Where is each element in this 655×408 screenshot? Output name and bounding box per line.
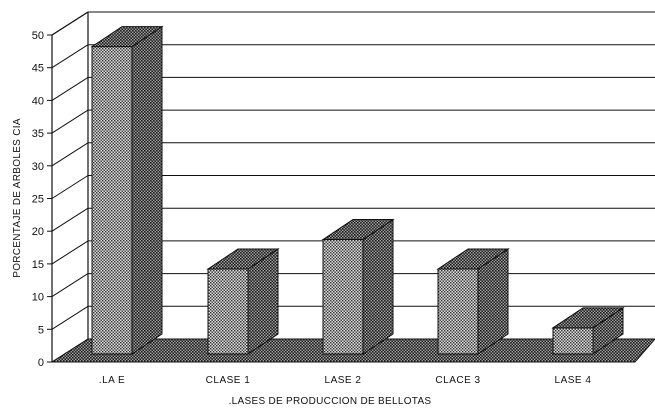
gridline-side [51, 240, 89, 265]
bar-side [131, 25, 163, 355]
gridline-side [51, 207, 89, 232]
bar-top [206, 248, 280, 270]
y-tick-label: 20 [32, 226, 44, 238]
y-tick-label: 45 [32, 63, 44, 75]
gridline-side [51, 142, 89, 167]
x-tick-label: CLACE 3 [435, 375, 480, 386]
y-tick-label: 15 [32, 259, 44, 271]
bar [436, 248, 510, 355]
y-axis-title: PORCENTAJE DE ARBOLES CIA [12, 118, 23, 278]
bar-top [90, 26, 164, 48]
x-tick-label: .LA E [99, 375, 125, 386]
bar-top [321, 219, 395, 241]
x-tick-label: CLASE 1 [206, 375, 251, 386]
y-tick-label: 30 [32, 161, 44, 173]
bar-front [552, 327, 594, 355]
gridline-side [51, 305, 89, 330]
gridline-side [51, 76, 89, 101]
gridline-side [51, 273, 89, 298]
bar-front [322, 239, 364, 355]
x-axis-title: .LASES DE PRODUCCION DE BELLOTAS [229, 396, 432, 407]
bars [90, 25, 625, 355]
y-tick-label: 25 [32, 194, 44, 206]
bar [206, 248, 280, 355]
bar-side [362, 218, 394, 355]
x-tick-label: LASE 2 [325, 375, 362, 386]
bar-front [91, 46, 133, 355]
bar-top [436, 248, 510, 270]
bar [90, 25, 164, 355]
y-tick-label: 50 [32, 30, 44, 42]
bar-top [551, 307, 625, 329]
y-tick-label: 10 [32, 292, 44, 304]
bar [321, 218, 395, 355]
gridline-side [51, 175, 89, 199]
gridline-side [51, 109, 89, 134]
y-tick-label: 35 [32, 128, 44, 140]
gridline-side [51, 44, 89, 69]
bar-front [437, 268, 479, 355]
y-tick-label: 5 [38, 324, 44, 336]
y-tick-label: 0 [38, 357, 44, 369]
labels: 0 5 10 15 20 25 30 35 40 45 50 .LA E CLASE 1 LASE 2 CL… [32, 30, 592, 386]
x-tick-label: LASE 4 [555, 375, 592, 386]
bar [551, 306, 625, 355]
y-tick-label: 40 [32, 95, 44, 107]
bar-front [207, 268, 249, 355]
top-side-edge [51, 11, 89, 36]
